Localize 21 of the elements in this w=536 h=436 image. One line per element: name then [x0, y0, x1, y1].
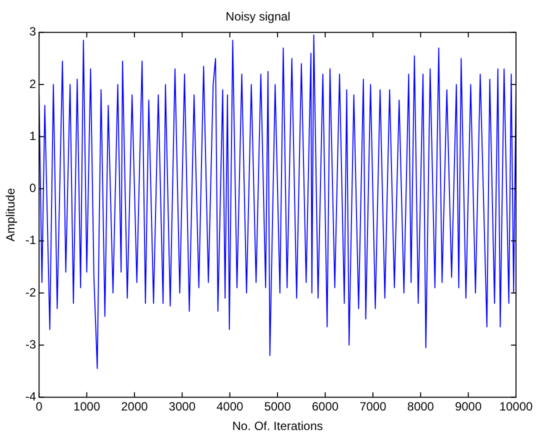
- x-tick-label: 6000: [312, 400, 339, 414]
- x-tick-label: 8000: [407, 400, 434, 414]
- y-tick-label: -1: [25, 233, 36, 248]
- y-tick-label: -3: [25, 337, 36, 352]
- x-tick-label: 9000: [454, 400, 482, 414]
- x-axis-title: No. Of. Iterations: [232, 419, 323, 434]
- x-tick-label: 5000: [264, 400, 292, 414]
- y-tick-label: 0: [29, 181, 36, 196]
- y-tick-label: 3: [29, 24, 36, 39]
- y-tick-label: 2: [29, 76, 36, 91]
- y-tick-label: -2: [25, 285, 36, 300]
- chart-title: Noisy signal: [226, 10, 290, 24]
- y-tick-label: 1: [29, 128, 36, 143]
- y-tick-label: -4: [25, 390, 36, 404]
- x-tick-label: 4000: [216, 400, 244, 414]
- x-tick-label: 3000: [168, 400, 196, 414]
- x-tick-label: 2000: [121, 400, 148, 414]
- y-axis-title: Amplitude: [4, 188, 18, 242]
- x-tick-label: 7000: [360, 400, 387, 414]
- x-tick-label: 1000: [73, 400, 100, 414]
- x-tick-label: 10000: [499, 400, 534, 414]
